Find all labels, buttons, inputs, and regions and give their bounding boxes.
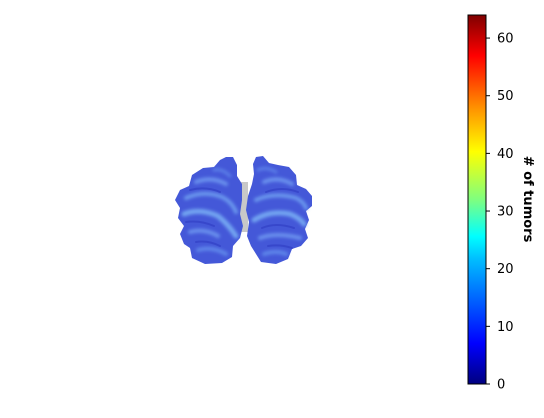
colorbar-tick-label: 50 <box>497 89 514 104</box>
gyri-highlights <box>181 166 308 256</box>
colorbar-gradient <box>467 14 487 385</box>
colorbar: 0 10 20 30 40 50 60 # of tumors <box>467 14 535 393</box>
colorbar-tick-label: 60 <box>497 32 514 47</box>
colorbar-tick-label: 20 <box>497 262 514 277</box>
colorbar-tick-label: 40 <box>497 147 514 162</box>
sulci <box>185 187 299 249</box>
brain-heatmap <box>175 156 312 264</box>
colorbar-tick-label: 30 <box>497 205 514 220</box>
colorbar-label: # of tumors <box>520 156 535 243</box>
colorbar-ticks: 0 10 20 30 40 50 60 <box>486 32 514 393</box>
colorbar-tick-label: 10 <box>497 320 514 335</box>
right-hemisphere <box>246 156 312 264</box>
colorbar-tick-label: 0 <box>497 378 505 393</box>
midline-gap <box>238 182 248 232</box>
